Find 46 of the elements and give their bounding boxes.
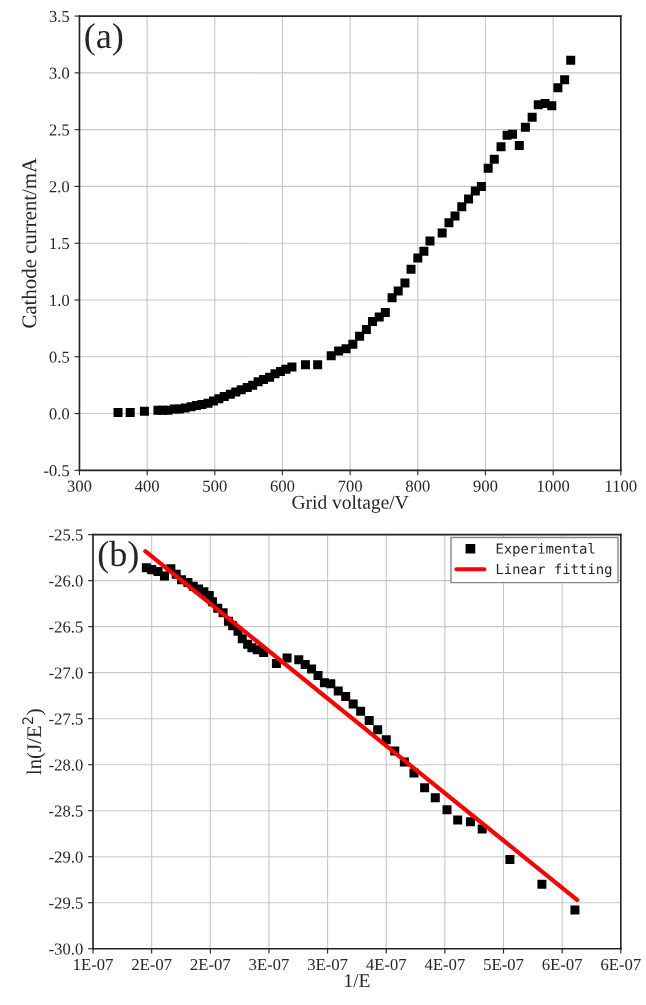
x-tick-label: 900 — [473, 480, 498, 492]
y-axis-title: ln(J/E$^{2}$) — [22, 709, 46, 775]
y-tick-label: -30.0 — [49, 943, 83, 955]
y-tick-label: -27.5 — [49, 713, 83, 725]
x-axis-title: 1/E — [345, 974, 370, 988]
y-tick-label: -27.0 — [49, 667, 83, 679]
y-tick-label: 3.5 — [49, 10, 70, 23]
y-tick-label: -26.5 — [49, 621, 83, 633]
y-tick-label: 3.0 — [49, 67, 70, 79]
legend-label: Experimental — [496, 542, 595, 557]
x-tick-label: 600 — [270, 480, 295, 492]
y-axis-title: Cathode current/mA — [21, 158, 37, 328]
y-tick-label: 0.0 — [49, 408, 70, 420]
y-tick-label: 2.5 — [49, 124, 70, 136]
x-tick-label: 3E-07 — [249, 958, 289, 971]
annotation: (a) — [85, 22, 123, 56]
y-tick-label: 0.5 — [49, 351, 70, 363]
x-tick-label: 4E-07 — [424, 958, 465, 971]
x-tick-label: 500 — [203, 480, 227, 492]
y-tick-label: -29.5 — [49, 897, 83, 909]
x-tick-label: 6E-07 — [601, 958, 641, 971]
y-tick-label: -28.5 — [49, 805, 83, 817]
legend-label: Linear fitting — [496, 563, 612, 578]
x-tick-label: 3E-07 — [308, 958, 348, 971]
annotation: (b) — [98, 540, 138, 574]
y-tick-label: -28.0 — [49, 759, 83, 771]
x-tick-label: 1E-07 — [74, 958, 113, 971]
y-tick-label: -25.5 — [49, 529, 83, 541]
x-tick-label: 800 — [405, 480, 430, 492]
y-tick-label: 2.0 — [49, 181, 70, 193]
x-tick-label: 1100 — [605, 480, 637, 492]
y-tick-label: 1.5 — [50, 237, 70, 250]
y-tick-label: -26.0 — [49, 575, 83, 587]
x-tick-label: 400 — [134, 480, 159, 492]
x-tick-label: 4E-07 — [366, 958, 407, 971]
y-tick-label: 1.0 — [50, 294, 70, 307]
x-axis-title: Grid voltage/V — [292, 495, 409, 513]
x-tick-label: 2E-07 — [132, 958, 172, 971]
x-tick-label: 6E-07 — [542, 958, 583, 971]
x-tick-label: 2E-07 — [190, 958, 231, 971]
x-tick-label: 700 — [338, 480, 362, 492]
x-tick-label: 300 — [67, 480, 92, 492]
y-tick-label: -29.0 — [49, 851, 83, 863]
x-tick-label: 5E-07 — [484, 958, 524, 971]
y-tick-label: -0.5 — [43, 465, 70, 477]
x-tick-label: 1000 — [537, 480, 570, 492]
